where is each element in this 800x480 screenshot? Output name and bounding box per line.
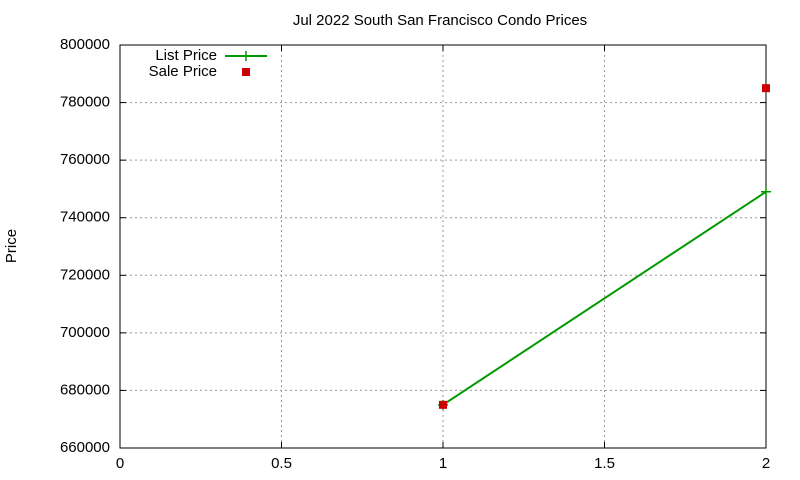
data-point: [761, 186, 771, 197]
y-tick-label: 780000: [60, 94, 110, 111]
y-tick-label: 660000: [60, 439, 110, 456]
y-tick-label: 720000: [60, 266, 110, 283]
y-tick-label: 680000: [60, 381, 110, 398]
legend-label: Sale Price: [149, 63, 217, 80]
data-point: [439, 400, 447, 409]
legend-label: List Price: [155, 47, 217, 64]
legend-marker: [242, 68, 250, 76]
x-tick-label: 2: [762, 455, 770, 472]
chart-title: Jul 2022 South San Francisco Condo Price…: [293, 12, 587, 29]
x-tick-label: 1.5: [594, 455, 615, 472]
y-tick-label: 760000: [60, 151, 110, 168]
data-point: [762, 84, 770, 93]
y-axis-label: Price: [3, 229, 20, 263]
x-tick-label: 0.5: [271, 455, 292, 472]
plot-border: [119, 44, 767, 449]
series-line: [442, 190, 767, 406]
x-tick-label: 0: [116, 455, 124, 472]
legend-marker: [241, 51, 251, 61]
y-tick-label: 740000: [60, 209, 110, 226]
x-tick-label: 1: [439, 455, 447, 472]
y-tick-label: 800000: [60, 36, 110, 53]
y-tick-label: 700000: [60, 324, 110, 341]
